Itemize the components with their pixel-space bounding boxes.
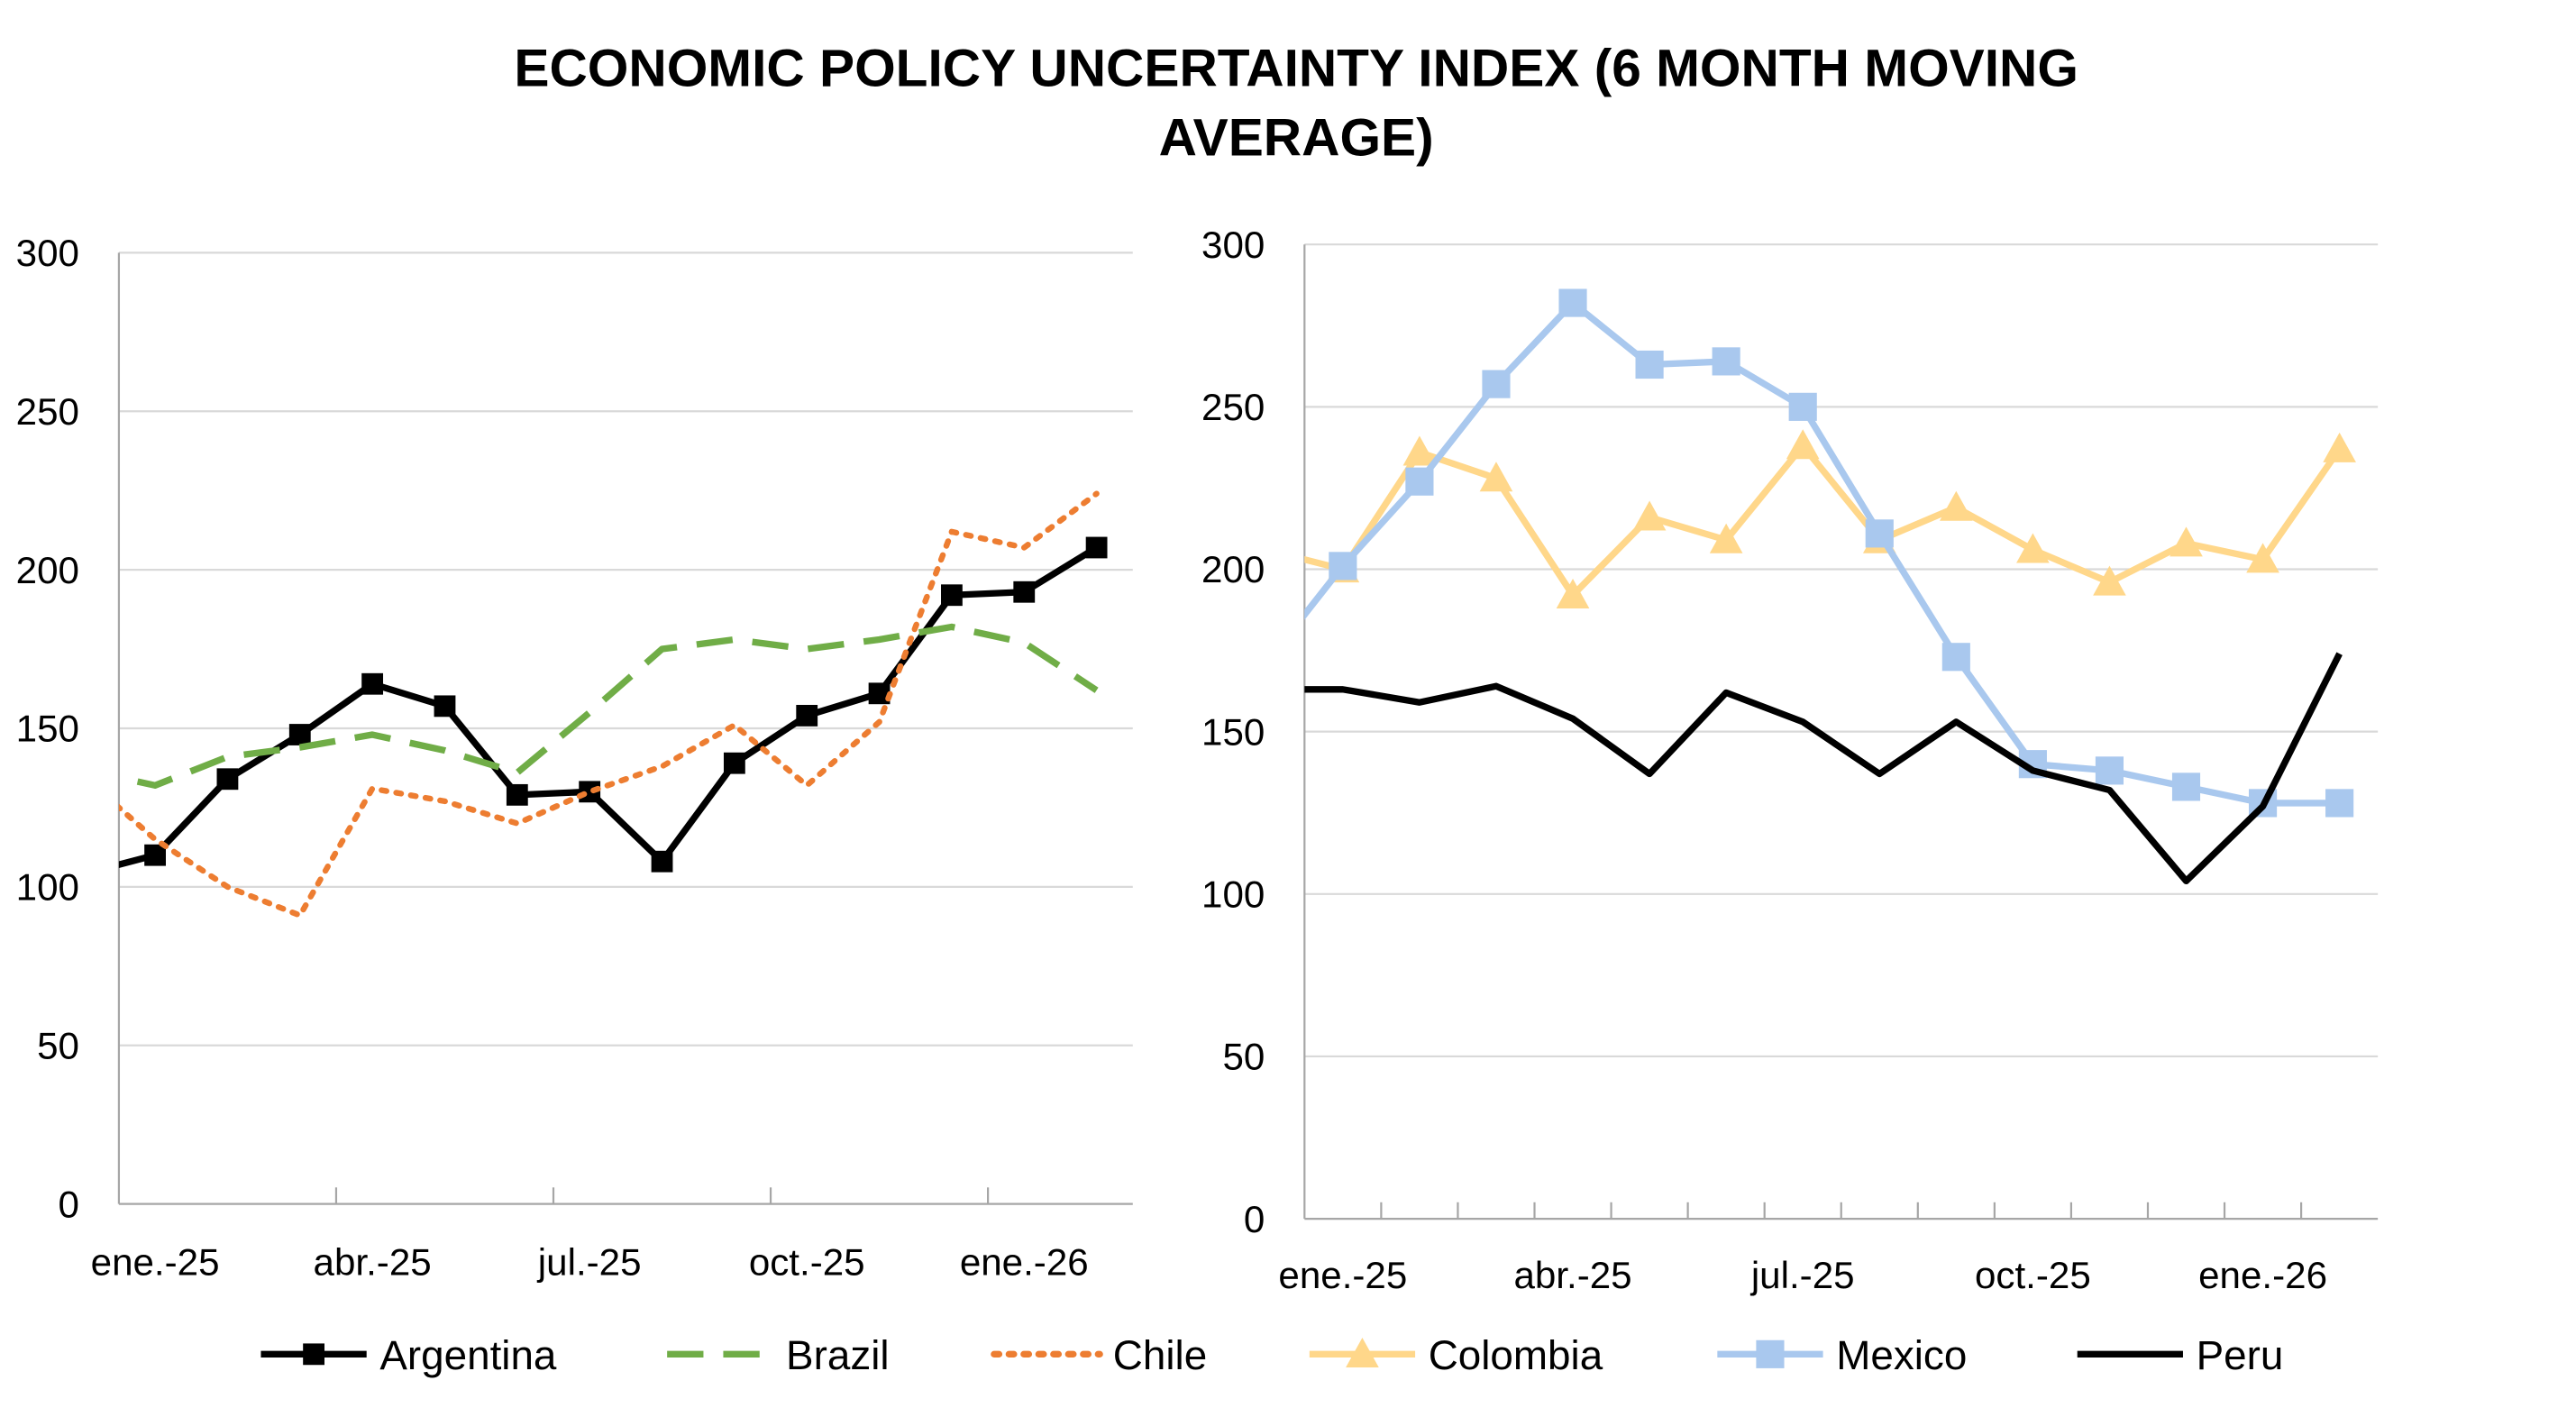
data-point (1788, 392, 1817, 421)
y-tick-label: 0 (1244, 1198, 1265, 1240)
data-point (1329, 552, 1357, 581)
legend-label: Chile (1113, 1332, 1207, 1378)
data-point (651, 850, 673, 873)
x-tick-label: ene.-26 (960, 1240, 1089, 1283)
series-line (118, 623, 1099, 789)
legend-marker (1756, 1339, 1785, 1368)
data-point (1085, 536, 1108, 559)
data-point (2246, 543, 2279, 573)
data-point (2170, 526, 2203, 557)
data-point (2016, 533, 2050, 563)
legend-item-chile: Chile (991, 1332, 1207, 1378)
data-point (1940, 490, 1973, 521)
data-point (1712, 347, 1740, 376)
data-point (2325, 789, 2354, 818)
data-point (506, 783, 528, 806)
data-point (1635, 350, 1664, 379)
legend-item-colombia: Colombia (1309, 1332, 1603, 1378)
x-tick-label: abr.-25 (1513, 1254, 1631, 1296)
x-tick-label: abr.-25 (314, 1240, 432, 1283)
data-point (361, 672, 384, 695)
data-point (1709, 523, 1743, 553)
series-colombia (1304, 429, 2356, 608)
legend-label: Argentina (379, 1332, 557, 1378)
series-chile (118, 490, 1100, 919)
y-tick-label: 300 (16, 232, 79, 274)
y-tick-label: 50 (37, 1024, 79, 1066)
data-point (288, 724, 311, 745)
series-line (118, 490, 1100, 919)
data-point (796, 705, 818, 727)
x-tick-label: jul.-25 (536, 1240, 642, 1283)
y-tick-label: 100 (1201, 873, 1265, 915)
data-point (1632, 500, 1667, 531)
data-point (723, 752, 745, 774)
legend-marker (1346, 1338, 1379, 1367)
chart-title-line1: ECONOMIC POLICY UNCERTAINTY INDEX (6 MON… (514, 39, 2078, 97)
y-tick-label: 150 (16, 708, 79, 750)
data-point (2323, 432, 2356, 462)
y-tick-label: 200 (16, 549, 79, 591)
series-peru (1304, 652, 2343, 885)
y-tick-label: 200 (1201, 548, 1265, 590)
x-tick-label: ene.-25 (91, 1240, 220, 1283)
legend-label: Brazil (786, 1332, 890, 1378)
x-tick-label: ene.-26 (2198, 1254, 2327, 1296)
y-tick-label: 150 (1201, 710, 1265, 753)
data-point (1405, 467, 1434, 496)
y-tick-label: 50 (1222, 1036, 1265, 1078)
legend: Argentina Brazil Chile Colombia Mexico Peru (260, 1332, 2283, 1378)
data-point (1865, 519, 1894, 548)
data-point (1556, 579, 1590, 608)
panel-2: 0 50 100 150 200 250 300 ene.-25 abr.-25 jul.-25 o… (1201, 224, 2379, 1296)
legend-marker (303, 1343, 324, 1366)
data-point (941, 584, 963, 607)
data-point (1402, 435, 1437, 466)
legend-label: Peru (2197, 1332, 2284, 1378)
series-brazil (118, 623, 1099, 789)
data-point (2171, 772, 2201, 801)
chart-title-line2: AVERAGE) (1159, 108, 1434, 167)
data-point (434, 695, 456, 718)
x-tick-label: ene.-25 (1278, 1254, 1407, 1296)
x-tick-label: jul.-25 (1749, 1254, 1855, 1296)
y-tick-label: 250 (1201, 386, 1265, 428)
legend-item-peru: Peru (2077, 1332, 2284, 1378)
x-tick-label: oct.-25 (1975, 1254, 2091, 1296)
series-argentina (118, 536, 1108, 873)
y-tick-label: 250 (16, 390, 79, 433)
data-point (1558, 288, 1587, 317)
legend-item-mexico: Mexico (1717, 1332, 1967, 1378)
data-point (216, 768, 239, 791)
series-mexico (1304, 288, 2354, 818)
y-tick-label: 300 (1201, 224, 1265, 266)
panel-1: 0 50 100 150 200 250 300 ene.-25 abr.-25 jul.-25 o… (16, 232, 1133, 1283)
data-point (1479, 462, 1513, 492)
data-point (2093, 565, 2126, 596)
data-point (144, 844, 166, 866)
x-tick-label: oct.-25 (749, 1240, 865, 1283)
series-line (1304, 652, 2343, 885)
y-tick-label: 0 (59, 1183, 79, 1225)
data-point (1941, 643, 1970, 672)
data-point (2095, 756, 2124, 785)
y-tick-label: 100 (16, 866, 79, 909)
data-point (1013, 581, 1036, 603)
legend-item-argentina: Argentina (260, 1332, 557, 1378)
data-point (1786, 429, 1820, 460)
legend-item-brazil: Brazil (667, 1332, 890, 1378)
legend-label: Colombia (1429, 1332, 1603, 1378)
data-point (1482, 370, 1511, 398)
data-point (868, 682, 891, 705)
legend-label: Mexico (1836, 1332, 1967, 1378)
